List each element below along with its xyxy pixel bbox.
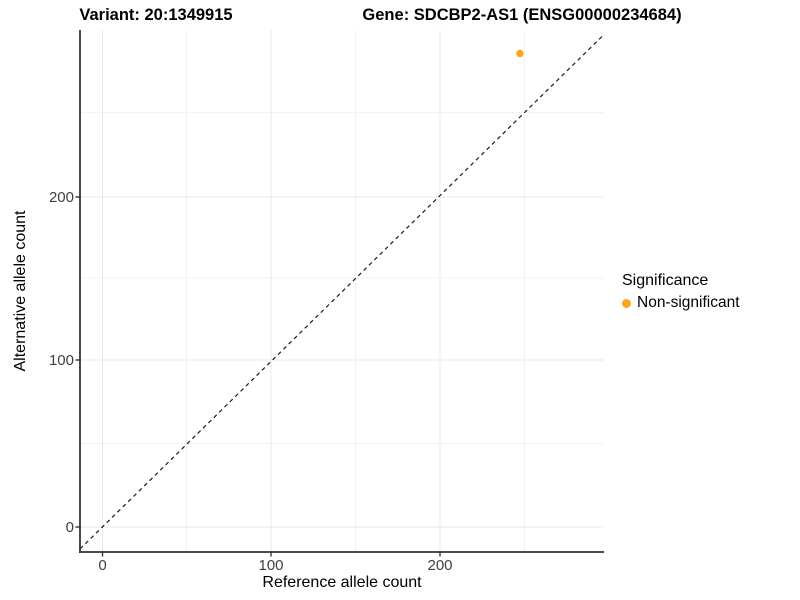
gridlines-minor (80, 30, 604, 552)
x-tick-label: 100 (258, 557, 284, 574)
data-point (516, 49, 524, 58)
x-tick-label: 0 (98, 557, 107, 574)
legend: Significance Non-significant (622, 272, 740, 312)
legend-item-label: Non-significant (637, 294, 740, 311)
axis-tick-marks (75, 196, 441, 557)
plot-title-variant: Variant: 20:1349915 (79, 6, 233, 24)
legend-point-icon (622, 298, 631, 308)
x-tick-label: 200 (427, 557, 453, 574)
y-tick-label: 0 (65, 518, 74, 536)
x-axis-label: Reference allele count (262, 574, 422, 591)
identity-line (79, 35, 604, 550)
gridlines-major (80, 30, 604, 552)
y-tick-label: 100 (48, 351, 74, 369)
legend-title: Significance (622, 272, 709, 289)
legend-item: Non-significant (622, 294, 740, 312)
y-tick-label: 200 (48, 188, 74, 206)
plot-title-gene: Gene: SDCBP2-AS1 (ENSG00000234684) (362, 6, 682, 24)
y-axis-label: Alternative allele count (12, 210, 29, 372)
